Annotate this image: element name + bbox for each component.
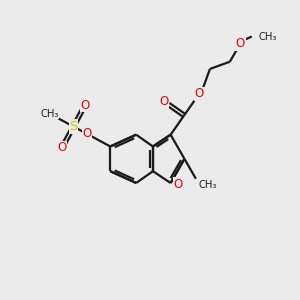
Text: O: O	[173, 178, 183, 191]
Text: S: S	[69, 120, 78, 133]
Text: O: O	[160, 95, 169, 108]
Text: O: O	[82, 128, 92, 140]
Text: CH₃: CH₃	[199, 180, 217, 190]
Text: CH₃: CH₃	[40, 109, 59, 119]
Text: O: O	[236, 37, 245, 50]
Text: CH₃: CH₃	[259, 32, 277, 41]
Text: O: O	[57, 141, 67, 154]
Text: O: O	[80, 99, 90, 112]
Text: O: O	[195, 87, 204, 100]
